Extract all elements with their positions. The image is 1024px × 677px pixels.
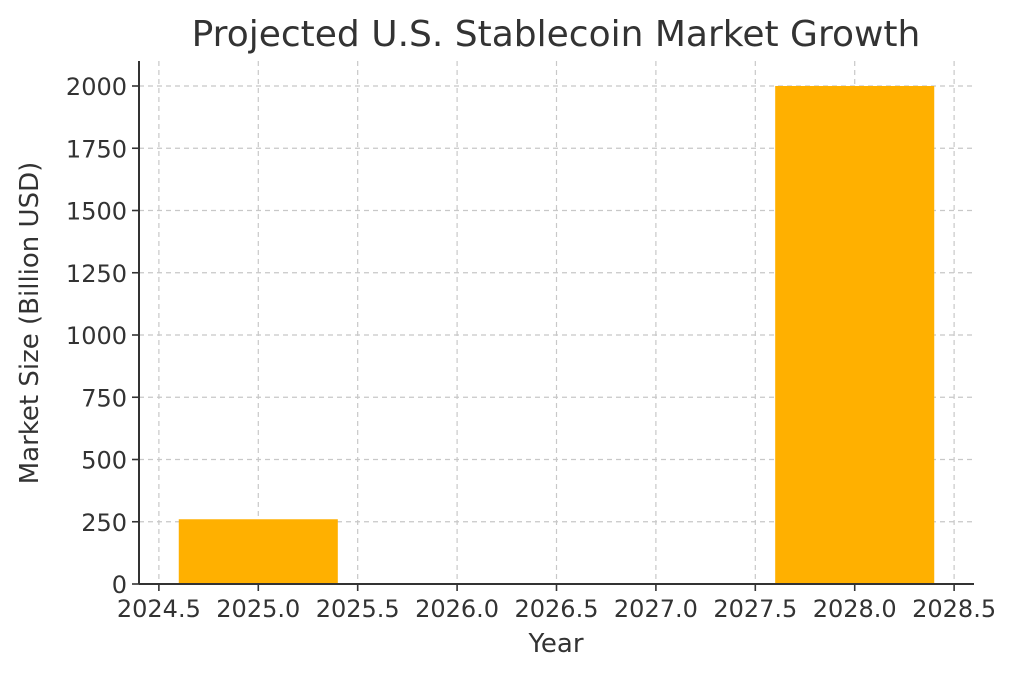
y-tick-label: 750 — [81, 384, 127, 412]
y-tick-label: 1250 — [66, 260, 127, 288]
bar — [775, 86, 935, 584]
y-tick-label: 500 — [81, 447, 127, 475]
y-tick-label: 1000 — [66, 322, 127, 350]
x-tick-label: 2026.5 — [515, 595, 599, 623]
x-axis-label: Year — [527, 629, 583, 659]
y-tick-label: 250 — [81, 509, 127, 537]
x-tick-label: 2028.0 — [813, 595, 897, 623]
x-tick-label: 2026.0 — [415, 595, 499, 623]
x-tick-label: 2027.0 — [614, 595, 698, 623]
bar — [178, 519, 338, 584]
y-tick-label: 1750 — [66, 135, 127, 163]
x-tick-label: 2028.5 — [912, 595, 996, 623]
bars — [178, 86, 935, 584]
x-ticks: 2024.5 2025.0 2025.5 2026.0 2026.5 2027.0 2027… — [117, 584, 996, 623]
y-tick-label: 1500 — [66, 198, 127, 226]
y-ticks: 0 250 500 750 1000 1250 1500 1750 2000 — [66, 73, 139, 599]
x-tick-label: 2027.5 — [713, 595, 797, 623]
x-tick-label: 2025.5 — [316, 595, 400, 623]
chart-title: Projected U.S. Stablecoin Market Growth — [192, 14, 921, 55]
x-tick-label: 2025.0 — [216, 595, 300, 623]
y-tick-label: 2000 — [66, 73, 127, 101]
y-axis-label: Market Size (Billion USD) — [15, 162, 45, 485]
x-tick-label: 2024.5 — [117, 595, 201, 623]
y-tick-label: 0 — [112, 571, 127, 599]
